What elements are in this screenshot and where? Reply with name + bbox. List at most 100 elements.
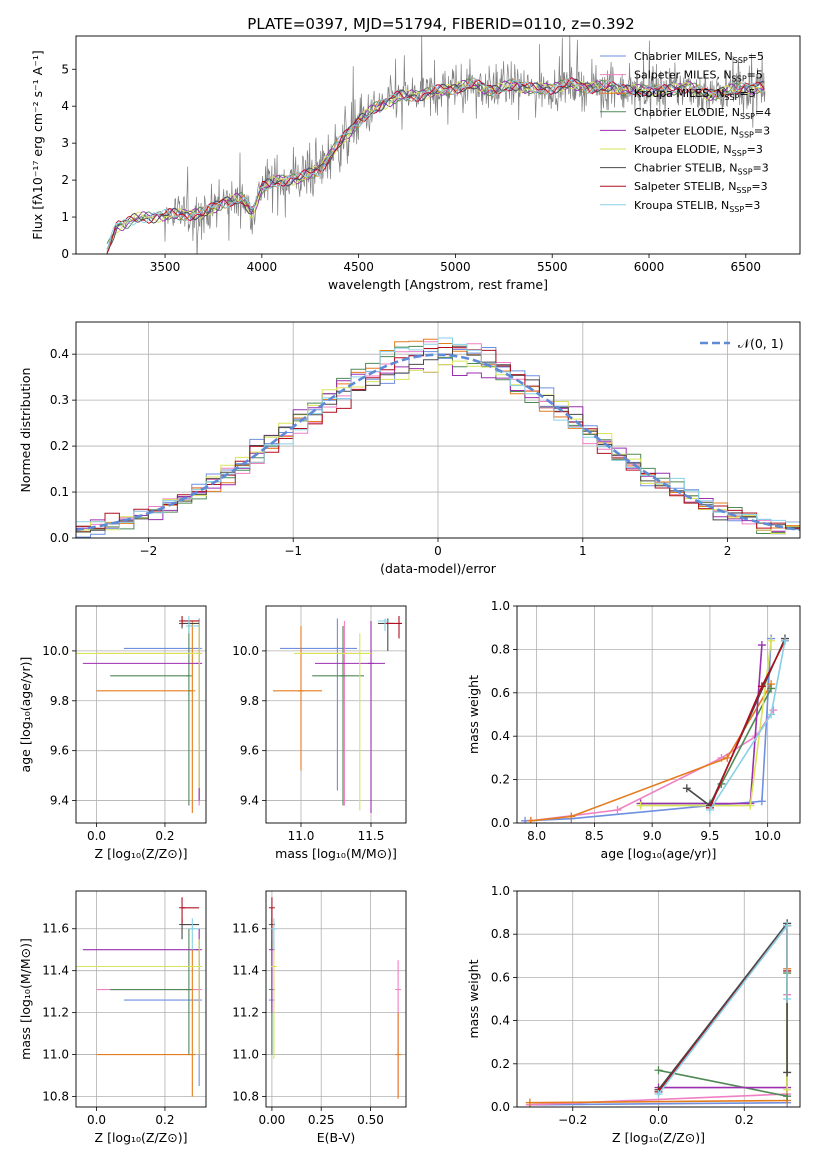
y-tick-label: 0.4 — [50, 347, 69, 361]
point-chabrier-miles — [123, 618, 203, 791]
grid — [266, 606, 406, 823]
y-tick-label: 0.8 — [491, 642, 510, 656]
grid — [517, 890, 800, 1108]
x-tick-label: −1 — [284, 544, 302, 558]
axes-frame — [75, 890, 207, 1108]
point-kroupa-elodie — [76, 939, 203, 1055]
grid — [266, 891, 406, 1107]
series-line — [658, 973, 788, 1098]
point-kroupa-elodie — [270, 939, 277, 1059]
model-spectrum-chabrier-stelib — [106, 78, 765, 253]
plot-spectrum: 3500 4000 4500 5000 5500 6000 6500 0 1 2 3 4 5 wavele… — [30, 35, 801, 292]
y-tick-label: 1 — [61, 210, 69, 224]
figure-title: PLATE=0397, MJD=51794, FIBERID=0110, z=0… — [247, 15, 634, 33]
series-marker — [746, 801, 755, 810]
series-marker — [783, 921, 792, 930]
y-axis-label: mass weight — [466, 675, 481, 754]
x-tick-label: 0.0 — [649, 1113, 668, 1127]
y-tick-label: 0 — [61, 247, 69, 261]
legend-entry-salpeter-elodie: Salpeter ELODIE, NSSP=3 — [634, 124, 770, 139]
x-tick-label: 0.2 — [155, 1113, 174, 1127]
y-axis-label: Flux [fλ10⁻¹⁷ erg cm⁻² s⁻¹ A⁻¹] — [30, 50, 45, 239]
series-line — [530, 683, 772, 822]
normal-curve — [76, 353, 800, 532]
y-tick-label: 0.6 — [491, 686, 510, 700]
y-tick-label: 11.4 — [42, 964, 69, 978]
point-salpeter-elodie — [315, 620, 385, 814]
y-tick-label: 11.2 — [42, 1006, 69, 1020]
point-kroupa-stelib — [378, 618, 390, 631]
data-area — [76, 615, 203, 814]
point-kroupa-miles — [395, 1012, 402, 1099]
point-salpeter-stelib — [179, 615, 200, 626]
x-axis-label: mass [log₁₀(M/M⊙)] — [275, 846, 397, 861]
data-area — [521, 634, 789, 823]
y-tick-label: 10.0 — [42, 644, 69, 658]
y-tick-label: 11.4 — [232, 964, 259, 978]
histogram-salpeter-stelib — [76, 347, 800, 529]
series-kroupa-elodie — [636, 636, 776, 810]
point-kroupa-miles — [273, 625, 322, 771]
histogram-chabrier-elodie — [76, 345, 800, 534]
series-marker — [769, 706, 778, 715]
series-marker — [705, 805, 714, 814]
series-line — [657, 921, 788, 1091]
x-axis-label: (data-model)/error — [380, 561, 497, 576]
point-chabrier-elodie — [110, 928, 192, 1055]
y-axis-label: Normed distribution — [18, 368, 33, 493]
series-marker — [780, 636, 789, 645]
series-chabrier-elodie — [654, 969, 792, 1101]
y-tick-label: 9.4 — [50, 794, 69, 808]
plot-mass-vs-EBV: 0.00 0.25 0.50 10.8 11.0 11.2 11.4 11.6 E(B-V) — [232, 890, 407, 1145]
x-tick-label: 5500 — [537, 260, 568, 274]
x-axis-label: wavelength [Angstrom, rest frame] — [328, 277, 548, 292]
y-axis-label: age [log₁₀(age/yr)] — [18, 657, 33, 773]
data-area — [76, 337, 800, 538]
data-area — [76, 897, 203, 1097]
series-line — [525, 638, 772, 822]
x-tick-label: 6500 — [731, 260, 762, 274]
series-marker — [723, 753, 732, 762]
spectrum-legend: Chabrier MILES, NSSP=5 Salpeter MILES, NS… — [600, 50, 771, 214]
point-salpeter-stelib — [268, 897, 275, 929]
y-tick-label: 0.0 — [491, 816, 510, 830]
series-marker — [757, 682, 766, 691]
point-kroupa-miles — [96, 620, 196, 814]
point-salpeter-stelib — [179, 897, 200, 925]
point-salpeter-elodie — [82, 928, 203, 1055]
y-tick-label: 9.8 — [240, 694, 259, 708]
plot-age-vs-mass: 11.0 11.5 9.4 9.6 9.8 10.0 mass [log₁₀(M/M⊙)] — [232, 605, 407, 861]
series-chabrier-stelib — [682, 634, 789, 810]
y-tick-label: 10.8 — [232, 1090, 259, 1104]
x-tick-label: 0.2 — [155, 829, 174, 843]
y-tick-label: 2 — [61, 173, 69, 187]
plot-residuals: −2 −1 0 1 2 0.0 0.1 0.2 0.3 0.4 (data-model)/error… — [18, 321, 801, 576]
x-tick-label: 8.0 — [527, 829, 546, 843]
y-tick-label: 0.0 — [50, 531, 69, 545]
x-tick-label: 0.0 — [87, 1113, 106, 1127]
y-tick-label: 9.6 — [240, 744, 259, 758]
series-marker — [526, 816, 535, 823]
point-kroupa-stelib — [270, 918, 277, 950]
axes-frame — [516, 890, 801, 1108]
y-tick-label: 9.4 — [240, 794, 259, 808]
x-axis-label: Z [log₁₀(Z/Z⊙)] — [95, 1130, 188, 1145]
y-tick-label: 4 — [61, 99, 69, 113]
axes-frame — [75, 35, 801, 255]
plot-mass-vs-Z: 0.0 0.2 10.8 11.0 11.2 11.4 11.6 Z [log₁₀(Z/Z⊙)… — [18, 890, 207, 1145]
y-tick-label: 1.0 — [491, 884, 510, 898]
y-tick-label: 10.8 — [42, 1090, 69, 1104]
x-tick-label: 0.25 — [308, 1113, 335, 1127]
point-kroupa-elodie — [76, 620, 203, 789]
series-marker — [757, 797, 766, 806]
axes-frame — [265, 605, 407, 824]
histogram-kroupa-stelib — [76, 337, 800, 524]
x-tick-label: 11.0 — [288, 829, 315, 843]
series-marker — [783, 995, 792, 1003]
legend-entry-chabrier-stelib: Chabrier STELIB, NSSP=3 — [634, 162, 769, 177]
series-marker — [767, 684, 776, 693]
legend-entry-normal: 𝒩(0, 1) — [738, 336, 784, 351]
legend-entry-salpeter-stelib: Salpeter STELIB, NSSP=3 — [634, 180, 768, 195]
y-tick-label: 11.6 — [42, 922, 69, 936]
series-kroupa-miles — [526, 680, 776, 823]
